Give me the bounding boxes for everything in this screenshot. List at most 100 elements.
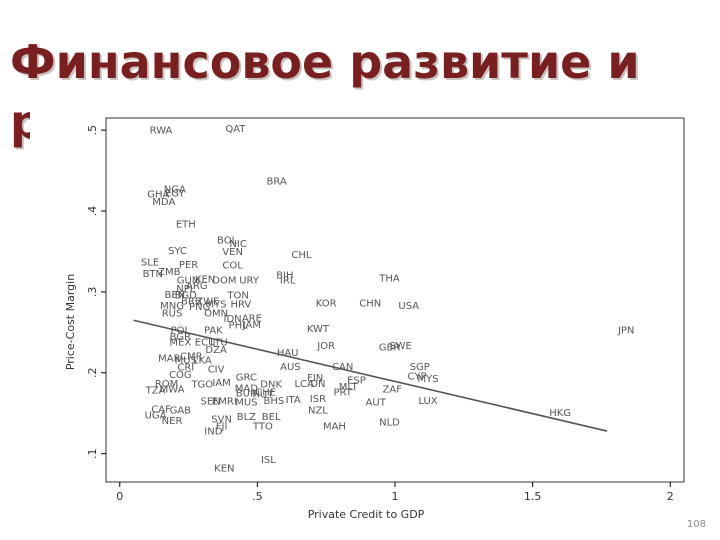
country-point-label: EMRI: [212, 397, 237, 408]
country-point-label: SLE: [141, 257, 159, 268]
country-point-label: SYC: [168, 246, 187, 257]
country-point-label: MYS: [417, 374, 438, 385]
axes-layer: .1 .2 .3 .4 .5 0 .5 1 1.5 2: [86, 117, 685, 503]
country-point-label: NER: [162, 416, 183, 427]
country-point-label: JOR: [316, 341, 335, 352]
country-point-label: PAK: [204, 325, 223, 336]
country-point-label: SVN: [211, 414, 232, 425]
country-point-label: BLZ: [237, 412, 256, 423]
country-point-label: IND: [204, 427, 222, 438]
country-point-label: MAR: [158, 354, 180, 365]
country-point-label: LKA: [193, 355, 212, 366]
country-point-label: BIH: [276, 270, 293, 281]
country-point-label: ARG: [186, 281, 208, 292]
country-point-label: FIN: [307, 373, 323, 384]
country-point-label: LUX: [418, 396, 437, 407]
country-point-label: VEN: [222, 247, 243, 258]
country-point-label: BRB: [181, 296, 202, 307]
country-point-label: DOM: [212, 275, 236, 286]
country-point-label: NIC: [229, 239, 246, 250]
country-point-label: NPL: [176, 284, 196, 295]
country-point-label: BRA: [267, 177, 287, 188]
country-point-label: CRI: [177, 363, 194, 374]
country-point-label: NLD: [379, 418, 400, 429]
country-point-label: SGP: [410, 362, 430, 373]
country-point-label: POL: [171, 325, 191, 336]
country-point-label: HRV: [230, 300, 251, 311]
country-point-label: GAB: [170, 406, 192, 417]
fit-line: [133, 319, 608, 432]
country-point-label: CHE: [255, 388, 276, 399]
country-point-label: DN: [310, 379, 325, 390]
country-point-label: IRL: [280, 275, 296, 286]
country-point-label: KEN: [214, 464, 234, 475]
country-point-label: CIV: [208, 364, 225, 375]
x-tick-label: 1.5: [524, 490, 542, 503]
country-point-label: KEN: [195, 274, 215, 285]
country-point-label: GRC: [236, 372, 257, 383]
country-point-label: HKG: [549, 408, 571, 419]
country-point-label: FJI: [216, 422, 228, 433]
country-point-label: IDN: [224, 314, 242, 325]
country-point-label: NGA: [164, 185, 186, 196]
country-point-label: LCA: [294, 379, 314, 390]
plot-frame: [105, 117, 685, 483]
chart-panel: .1 .2 .3 .4 .5 0 .5 1 1.5 2 RWA QAT BRA NGA GHA EGY MDA…: [30, 104, 692, 520]
country-point-label: MDA: [152, 197, 175, 208]
country-point-label: SEN: [201, 397, 221, 408]
country-point-label: ISL: [261, 455, 276, 466]
country-point-label: QAT: [225, 124, 246, 135]
y-axis-label: Price-Cost Margin: [64, 274, 77, 370]
country-point-label: IAM: [212, 378, 230, 389]
country-point-label: TTO: [252, 422, 273, 433]
country-point-label: ARE: [242, 313, 262, 324]
country-point-label: KOR: [316, 299, 337, 310]
country-point-label: SWE: [389, 341, 412, 352]
country-point-label: DZA: [205, 345, 227, 356]
y-tick-label: .2: [86, 368, 99, 379]
country-point-label: EGY: [165, 189, 186, 200]
y-tick-label: .3: [86, 287, 99, 298]
country-point-label: TON: [226, 291, 248, 302]
country-point-label: ZWE: [196, 296, 219, 307]
country-point-label: ZMB: [158, 267, 180, 278]
x-tick-label: 0: [116, 490, 123, 503]
country-point-label: MWA: [160, 384, 185, 395]
country-point-label: MNG: [160, 301, 184, 312]
country-point-label: CMR: [180, 351, 203, 362]
country-point-label: CAF: [151, 405, 171, 416]
country-point-label: PRT: [334, 388, 353, 399]
country-point-label: CHN: [359, 299, 381, 310]
country-point-label: CAN: [332, 362, 353, 373]
country-point-label: ROM: [155, 379, 178, 390]
country-point-label: MAD: [235, 384, 258, 395]
fit-layer: [133, 319, 608, 432]
country-point-label: ZAF: [383, 384, 403, 395]
country-point-label: DNK: [260, 380, 282, 391]
country-point-label: BUR: [236, 389, 257, 400]
country-point-label: BEL: [262, 412, 281, 423]
country-point-label: BEN: [164, 290, 185, 301]
country-point-label: CHL: [291, 250, 312, 261]
x-axis-label: Private Credit to GDP: [308, 508, 425, 520]
country-point-label: AUT: [366, 397, 387, 408]
country-point-label: PNG: [189, 302, 210, 313]
country-point-label: TGO: [190, 380, 213, 391]
x-tick-label: 2: [667, 490, 674, 503]
country-point-label: PER: [179, 260, 198, 271]
country-point-label: MEX: [169, 338, 191, 349]
country-point-label: NZL: [308, 406, 328, 417]
country-point-label: OMN: [204, 308, 228, 319]
country-point-label: MUS: [175, 355, 197, 366]
country-point-label: URY: [239, 275, 260, 286]
country-point-label: COL: [222, 261, 243, 272]
country-point-label: GBR: [379, 342, 401, 353]
country-point-label: MYS: [206, 300, 227, 311]
country-point-label: AUS: [280, 362, 301, 373]
country-point-label: USA: [398, 301, 419, 312]
country-point-label: PHL: [229, 321, 249, 332]
country-point-label: LTU: [210, 338, 228, 349]
y-tick-label: .5: [86, 125, 99, 136]
y-tick-label: .4: [86, 206, 99, 217]
